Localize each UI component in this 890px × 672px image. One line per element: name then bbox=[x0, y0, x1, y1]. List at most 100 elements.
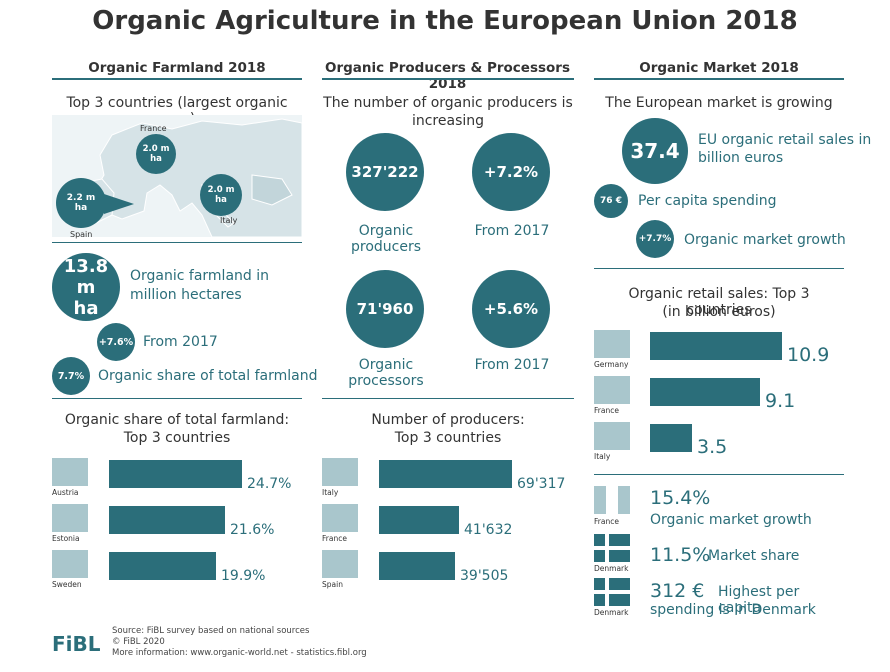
producers-growth-value: +7.2% bbox=[483, 163, 539, 181]
chart-title: Top 3 countries bbox=[123, 430, 231, 446]
footer-copyright: © FiBL 2020 bbox=[112, 637, 165, 647]
map-pin-france: 2.0 m ha bbox=[136, 134, 176, 174]
producers-intro: increasing bbox=[411, 113, 485, 129]
bar bbox=[109, 506, 225, 534]
chart-title: Number of producers: bbox=[371, 412, 525, 428]
divider bbox=[594, 78, 844, 80]
map-label-spain: Spain bbox=[70, 230, 93, 239]
bar-value-label: 24.7% bbox=[247, 476, 292, 492]
retail-sales-chart: Germany 10.9 France 9.1 Italy 3.5 bbox=[594, 330, 844, 470]
divider bbox=[322, 78, 574, 80]
divider bbox=[594, 268, 844, 269]
farmland-share-label: Organic share of total farmland bbox=[98, 368, 318, 384]
highlight-text: Organic market growth bbox=[650, 512, 812, 528]
highlight-value: 11.5% bbox=[650, 544, 711, 566]
chart-title: Organic retail sales: Top 3 countries bbox=[628, 286, 810, 318]
bar-category-label: Austria bbox=[52, 488, 79, 497]
bar-value-label: 39'505 bbox=[460, 568, 509, 584]
footer-more-info: More information: www.organic-world.net … bbox=[112, 648, 367, 658]
map-pin-spain: 2.2 m ha bbox=[56, 178, 106, 228]
farmland-total-label: Organic farmland in bbox=[130, 268, 270, 284]
fibl-logo: FiBL bbox=[52, 632, 101, 656]
market-growth-label: Organic market growth bbox=[684, 232, 846, 248]
producers-circle: 327'222 bbox=[346, 133, 424, 211]
map-pin-value: 2.0 m ha bbox=[207, 185, 235, 205]
producers-intro: The number of organic producers is bbox=[323, 95, 573, 111]
chart-title: Top 3 countries bbox=[394, 430, 502, 446]
farmland-share-value: 7.7% bbox=[57, 370, 85, 382]
per-capita-label: Per capita spending bbox=[638, 193, 777, 209]
farmland-total-value: 13.8 m bbox=[63, 255, 109, 298]
farmland-growth-label: From 2017 bbox=[143, 334, 218, 350]
processors-label: Organic processors bbox=[348, 357, 424, 389]
bar bbox=[109, 552, 216, 580]
per-capita-value: 76 € bbox=[600, 196, 622, 206]
producers-chart: Italy 69'317 France 41'632 Spain 39'505 bbox=[322, 458, 574, 593]
farmland-growth-value: +7.6% bbox=[98, 336, 134, 348]
retail-circle: 37.4 bbox=[622, 118, 688, 184]
bar-value-label: 10.9 bbox=[787, 344, 830, 366]
flag-france-icon bbox=[322, 504, 358, 532]
divider bbox=[52, 78, 302, 80]
flag-spain-icon bbox=[322, 550, 358, 578]
map-pin-italy: 2.0 m ha bbox=[200, 174, 242, 216]
market-highlights: France 15.4% Organic market growth Denma… bbox=[594, 486, 844, 626]
retail-label: EU organic retail sales in bbox=[698, 132, 872, 148]
flag-italy-icon bbox=[322, 458, 358, 486]
bar-value-label: 41'632 bbox=[464, 522, 513, 538]
highlight-country: Denmark bbox=[594, 564, 629, 573]
bar-category-label: Spain bbox=[322, 580, 343, 589]
flag-italy-icon bbox=[594, 422, 630, 450]
bar-category-label: France bbox=[322, 534, 347, 543]
farmland-total-label: million hectares bbox=[130, 287, 242, 303]
farmland-total-circle: 13.8 m ha bbox=[52, 253, 120, 321]
chart-title: Organic share of total farmland: bbox=[64, 412, 290, 428]
retail-label: billion euros bbox=[698, 150, 784, 166]
producers-value: 327'222 bbox=[351, 163, 419, 181]
highlight-text: Highest per capita bbox=[718, 584, 800, 616]
processors-value: 71'960 bbox=[356, 300, 414, 318]
highlight-value: 15.4% bbox=[650, 487, 711, 509]
highlight-text: Market share bbox=[708, 548, 800, 564]
bar bbox=[109, 460, 242, 488]
producers-heading: Organic Producers & Processors 2018 bbox=[325, 60, 570, 92]
flag-sweden-icon bbox=[52, 550, 88, 578]
bar bbox=[650, 378, 760, 406]
flag-denmark-icon bbox=[594, 534, 630, 562]
map-pin-value: 2.0 m ha bbox=[142, 144, 170, 164]
bar-value-label: 9.1 bbox=[765, 390, 796, 412]
farmland-total-unit: ha bbox=[73, 297, 99, 319]
bar bbox=[379, 506, 459, 534]
bar-value-label: 3.5 bbox=[697, 436, 728, 458]
market-intro: The European market is growing bbox=[605, 95, 833, 111]
bar-category-label: Italy bbox=[322, 488, 339, 497]
bar bbox=[379, 552, 455, 580]
highlight-text: spending is in Denmark bbox=[650, 602, 816, 618]
highlight-country: Denmark bbox=[594, 608, 629, 617]
flag-france-icon bbox=[594, 486, 630, 514]
processors-growth-label: From 2017 bbox=[474, 357, 550, 373]
retail-value: 37.4 bbox=[630, 139, 680, 163]
divider bbox=[322, 398, 574, 399]
divider bbox=[594, 474, 844, 475]
bar-category-label: Germany bbox=[594, 360, 629, 369]
pointer-icon bbox=[104, 194, 134, 214]
flag-france-icon bbox=[594, 376, 630, 404]
flag-austria-icon bbox=[52, 458, 88, 486]
producers-growth-circle: +7.2% bbox=[472, 133, 550, 211]
farmland-share-chart: Austria 24.7% Estonia 21.6% Sweden 19.9% bbox=[52, 458, 302, 593]
footer-source: Source: FiBL survey based on national so… bbox=[112, 626, 310, 636]
processors-circle: 71'960 bbox=[346, 270, 424, 348]
chart-title: (in billion euros) bbox=[662, 304, 776, 320]
farmland-share-circle: 7.7% bbox=[52, 357, 90, 395]
flag-denmark-icon bbox=[594, 578, 630, 606]
map-label-france: France bbox=[140, 124, 167, 133]
bar-value-label: 21.6% bbox=[230, 522, 275, 538]
bar-category-label: Sweden bbox=[52, 580, 82, 589]
bar-value-label: 19.9% bbox=[221, 568, 266, 584]
map-label-italy: Italy bbox=[220, 216, 238, 225]
bar-value-label: 69'317 bbox=[517, 476, 566, 492]
page-title: Organic Agriculture in the European Unio… bbox=[92, 6, 798, 36]
flag-germany-icon bbox=[594, 330, 630, 358]
divider bbox=[52, 242, 302, 243]
